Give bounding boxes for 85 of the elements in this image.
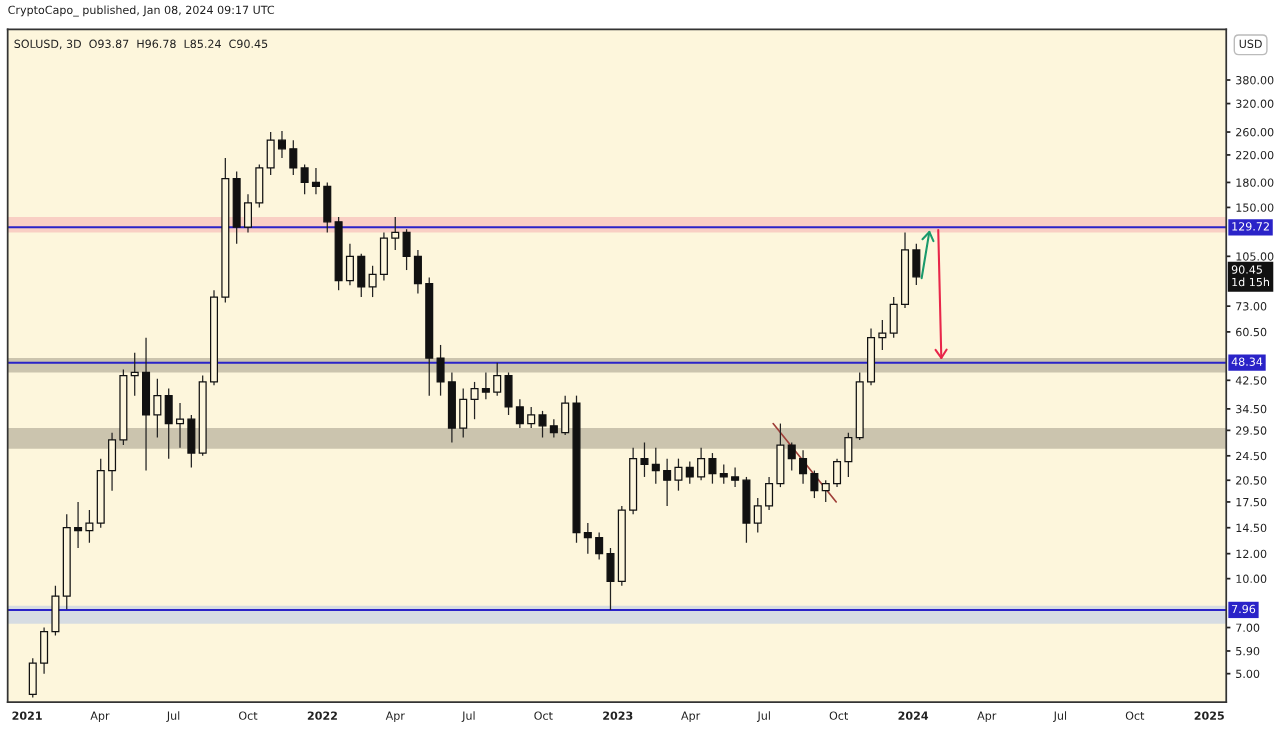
x-tick-label: Oct <box>534 711 553 720</box>
candlestick <box>583 522 592 555</box>
y-tick-label: 5.90 <box>1236 646 1260 656</box>
candlestick <box>674 458 683 492</box>
y-tick-label: 7.00 <box>1236 623 1260 632</box>
x-tick-label: Jul <box>166 711 180 722</box>
candlestick <box>85 509 94 544</box>
text: SOLUSD, 3D O93.87 H96.78 L85.24 C90.45 <box>14 39 268 50</box>
candlestick <box>799 449 808 485</box>
y-tick-label: 17.50 <box>1236 497 1267 507</box>
ref-line-label: 48.34 <box>1231 357 1263 366</box>
x-tick-label: Apr <box>977 711 997 722</box>
candlestick <box>765 476 774 511</box>
candlestick <box>753 497 762 534</box>
y-tick-label: 5.00 <box>1236 669 1260 679</box>
text: 90.45 <box>1231 265 1262 274</box>
y-tick-label: 34.50 <box>1236 404 1267 414</box>
candlestick <box>719 463 728 485</box>
y-tick-label: 12.00 <box>1236 549 1267 559</box>
candlestick <box>311 167 320 195</box>
candlestick <box>538 410 547 439</box>
candlestick <box>810 469 819 499</box>
x-tick-label: 2024 <box>898 711 929 720</box>
candlestick <box>821 479 830 503</box>
candlestick <box>493 362 502 397</box>
candlestick <box>595 531 604 561</box>
ref-line-label: 129.72 <box>1232 222 1269 231</box>
y-tick-label: 260.00 <box>1236 128 1274 137</box>
y-tick-label: 42.50 <box>1235 376 1267 385</box>
x-tick-label: Jul <box>756 711 770 722</box>
x-tick-label: 2023 <box>603 711 633 720</box>
x-tick-label: Jul <box>1053 711 1067 722</box>
y-axis-title: USD <box>1239 39 1262 49</box>
candlestick <box>436 344 445 397</box>
candlestick <box>130 352 139 397</box>
y-tick-label: 14.50 <box>1236 523 1267 533</box>
x-tick-label: Apr <box>385 711 405 722</box>
candlestick <box>300 163 309 195</box>
x-tick-label: Oct <box>829 711 848 720</box>
candlestick <box>878 319 887 351</box>
y-tick-label: 20.50 <box>1236 476 1267 485</box>
y-tick-label: 150.00 <box>1236 203 1274 212</box>
y-tick-label: 10.00 <box>1236 574 1267 584</box>
candlestick <box>515 398 524 429</box>
candlestick <box>833 458 842 488</box>
candlestick <box>651 447 660 485</box>
candlestick <box>708 452 717 485</box>
chart-title: CryptoCapo_ published, Jan 08, 2024 09:17 UTC <box>8 5 275 17</box>
candlestick <box>685 460 694 485</box>
x-tick-label: Jul <box>461 711 475 722</box>
x-tick-label: Oct <box>1125 711 1145 720</box>
candlestick <box>731 466 740 488</box>
x-tick-label: Oct <box>239 711 258 720</box>
y-tick-label: 220.00 <box>1236 150 1274 160</box>
candlestick <box>527 406 536 429</box>
text: 1d 15h <box>1232 277 1270 287</box>
x-tick-label: 2021 <box>12 711 42 720</box>
y-tick-label: 320.00 <box>1236 99 1274 108</box>
y-tick-label: 73.00 <box>1236 302 1267 311</box>
candlestick <box>74 501 83 549</box>
candlestick <box>481 371 490 400</box>
candlestick <box>663 458 672 507</box>
candlestick <box>549 418 558 439</box>
y-tick-label: 380.00 <box>1236 75 1274 85</box>
candlestick <box>470 381 479 420</box>
candlestick <box>277 130 287 159</box>
y-tick-label: 180.00 <box>1236 178 1274 187</box>
candlestick <box>402 228 411 271</box>
y-tick-label: 60.50 <box>1236 327 1267 337</box>
x-tick-label: Apr <box>681 711 701 722</box>
candlestick <box>153 378 162 439</box>
x-tick-label: 2022 <box>307 711 337 720</box>
ref-line-label: 7.96 <box>1232 604 1256 614</box>
candlestick <box>697 447 706 481</box>
y-tick-label: 105.00 <box>1236 252 1274 261</box>
x-tick-label: Apr <box>90 711 110 722</box>
candlestick <box>787 441 796 472</box>
x-tick-label: 2025 <box>1194 711 1224 720</box>
candlestick <box>640 441 649 478</box>
y-tick-label: 29.50 <box>1236 426 1267 435</box>
candlestick <box>391 216 400 251</box>
candlestick <box>176 402 185 449</box>
y-tick-label: 24.50 <box>1236 451 1267 461</box>
candlestick <box>368 265 377 298</box>
candlestick <box>289 139 298 176</box>
